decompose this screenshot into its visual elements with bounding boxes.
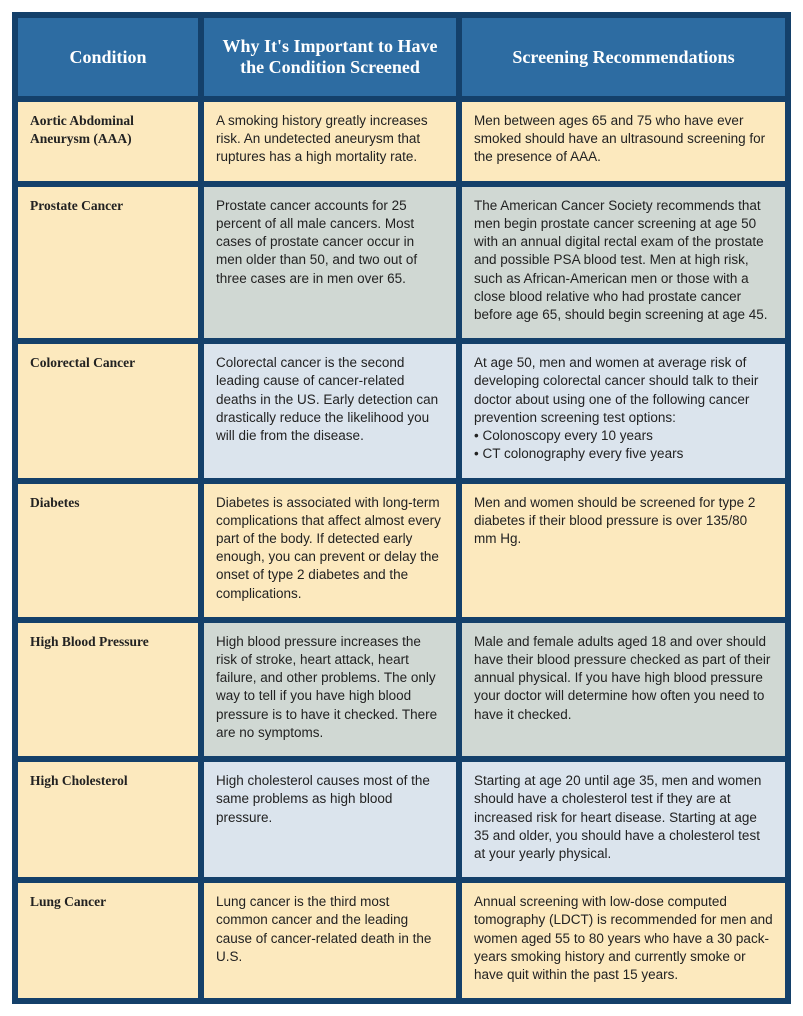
why-cell: Prostate cancer accounts for 25 percent … — [204, 181, 462, 339]
condition-cell: High Cholesterol — [18, 756, 204, 877]
recommendation-cell: At age 50, men and women at average risk… — [462, 338, 785, 477]
recommendation-cell: Starting at age 20 until age 35, men and… — [462, 756, 785, 877]
recommendation-cell: Men and women should be screened for typ… — [462, 478, 785, 617]
why-cell: Lung cancer is the third most common can… — [204, 877, 462, 998]
why-cell: High cholesterol causes most of the same… — [204, 756, 462, 877]
condition-cell: Colorectal Cancer — [18, 338, 204, 477]
recommendation-cell: Men between ages 65 and 75 who have ever… — [462, 96, 785, 181]
table-row: Lung CancerLung cancer is the third most… — [18, 877, 785, 998]
recommendation-cell: The American Cancer Society recommends t… — [462, 181, 785, 339]
recommendation-cell: Male and female adults aged 18 and over … — [462, 617, 785, 756]
why-cell: A smoking history greatly increases risk… — [204, 96, 462, 181]
condition-cell: Aortic Abdominal Aneurysm (AAA) — [18, 96, 204, 181]
recommendation-cell: Annual screening with low-dose computed … — [462, 877, 785, 998]
header-condition: Condition — [18, 18, 204, 96]
table-row: High CholesterolHigh cholesterol causes … — [18, 756, 785, 877]
why-cell: Colorectal cancer is the second leading … — [204, 338, 462, 477]
table-row: Prostate CancerProstate cancer accounts … — [18, 181, 785, 339]
screening-table: Condition Why It's Important to Have the… — [12, 12, 791, 1004]
header-why: Why It's Important to Have the Condition… — [204, 18, 462, 96]
condition-cell: Diabetes — [18, 478, 204, 617]
table-row: DiabetesDiabetes is associated with long… — [18, 478, 785, 617]
why-cell: Diabetes is associated with long-term co… — [204, 478, 462, 617]
header-recommend: Screening Recommendations — [462, 18, 785, 96]
table-row: High Blood PressureHigh blood pressure i… — [18, 617, 785, 756]
table-row: Aortic Abdominal Aneurysm (AAA)A smoking… — [18, 96, 785, 181]
table-body: Aortic Abdominal Aneurysm (AAA)A smoking… — [18, 96, 785, 998]
table-header: Condition Why It's Important to Have the… — [18, 18, 785, 96]
condition-cell: Prostate Cancer — [18, 181, 204, 339]
why-cell: High blood pressure increases the risk o… — [204, 617, 462, 756]
condition-cell: Lung Cancer — [18, 877, 204, 998]
table-row: Colorectal CancerColorectal cancer is th… — [18, 338, 785, 477]
condition-cell: High Blood Pressure — [18, 617, 204, 756]
